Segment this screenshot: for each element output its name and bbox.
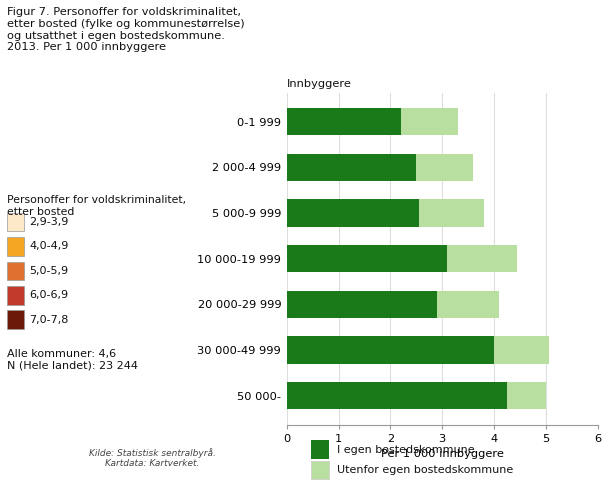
Text: Kilde: Statistisk sentralbyrå.
Kartdata: Kartverket.: Kilde: Statistisk sentralbyrå. Kartdata:…: [89, 448, 216, 468]
Text: Personoffer for voldskriminalitet,
etter bosted: Personoffer for voldskriminalitet, etter…: [7, 195, 187, 217]
Bar: [287, 199, 419, 226]
Bar: [494, 336, 548, 364]
Bar: [447, 245, 517, 272]
Bar: [401, 108, 458, 135]
Text: 6,0-6,9: 6,0-6,9: [29, 290, 68, 300]
Bar: [287, 336, 494, 364]
Bar: [419, 199, 484, 226]
Bar: [287, 291, 437, 318]
X-axis label: Per 1 000 innbyggere: Per 1 000 innbyggere: [381, 449, 504, 459]
Bar: [437, 291, 499, 318]
Bar: [287, 108, 401, 135]
Text: 7,0-7,8: 7,0-7,8: [29, 315, 69, 325]
Text: I egen bostedskommune: I egen bostedskommune: [337, 445, 475, 455]
Text: 5,0-5,9: 5,0-5,9: [29, 266, 68, 276]
Bar: [287, 382, 507, 409]
Bar: [287, 154, 416, 181]
Bar: [416, 154, 473, 181]
Text: Alle kommuner: 4,6
N (Hele landet): 23 244: Alle kommuner: 4,6 N (Hele landet): 23 2…: [7, 349, 138, 370]
Bar: [507, 382, 546, 409]
Text: Innbyggere: Innbyggere: [287, 79, 351, 89]
Bar: [287, 245, 447, 272]
Text: 2,9-3,9: 2,9-3,9: [29, 217, 69, 227]
Text: 4,0-4,9: 4,0-4,9: [29, 242, 69, 251]
Text: Utenfor egen bostedskommune: Utenfor egen bostedskommune: [337, 466, 513, 475]
Text: Figur 7. Personoffer for voldskriminalitet,
etter bosted (fylke og kommunestørre: Figur 7. Personoffer for voldskriminalit…: [7, 7, 245, 52]
